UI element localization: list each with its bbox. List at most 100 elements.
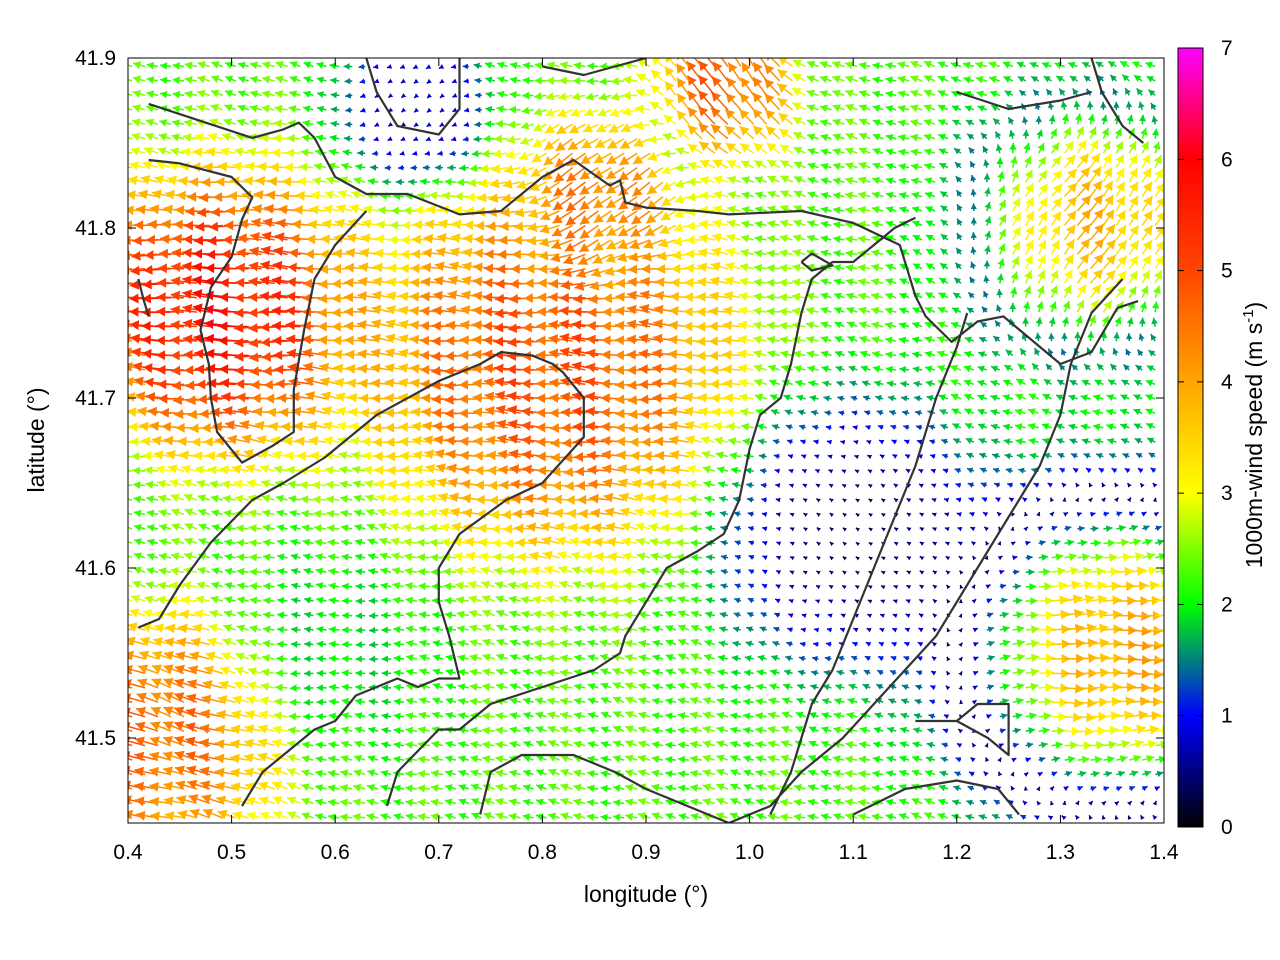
wind-arrow [716, 768, 729, 777]
wind-arrow [535, 754, 547, 762]
wind-arrow [938, 784, 949, 792]
wind-arrow [393, 755, 405, 764]
wind-arrow [301, 783, 314, 792]
wind-arrow [1129, 770, 1139, 777]
wind-arrow [134, 751, 159, 762]
wind-arrow [966, 799, 975, 806]
wind-arrow [715, 797, 729, 806]
wind-arrow [665, 812, 677, 821]
wind-arrow [495, 812, 508, 821]
wind-arrow [743, 755, 754, 763]
wind-arrow [730, 726, 741, 734]
wind-arrow [287, 726, 301, 735]
wind-arrow [1155, 770, 1164, 778]
wind-arrow [380, 784, 392, 792]
wind-arrow [286, 782, 301, 791]
wind-arrow [677, 770, 690, 778]
wind-arrow [1116, 770, 1126, 778]
wind-arrow [495, 783, 508, 792]
wind-arrow [886, 726, 897, 734]
wind-arrow [354, 726, 366, 734]
wind-arrow [743, 741, 754, 749]
wind-arrow [1012, 742, 1019, 749]
wind-arrow [548, 768, 560, 777]
x-tick-label: 0.8 [528, 841, 557, 864]
wind-arrow [417, 755, 431, 764]
wind-arrow [983, 771, 989, 777]
wind-arrow [340, 769, 353, 778]
wind-arrow [354, 740, 366, 748]
wind-arrow [405, 813, 418, 821]
wind-arrow [315, 727, 327, 735]
colorbar-tick-label: 7 [1221, 37, 1233, 60]
wind-arrow [327, 813, 340, 821]
wind-arrow [523, 740, 534, 748]
wind-arrow [469, 740, 482, 749]
wind-arrow [495, 797, 508, 806]
wind-arrow [612, 799, 625, 807]
wind-arrow [755, 798, 767, 806]
wind-arrow [188, 794, 211, 805]
wind-arrow [624, 740, 638, 748]
x-tick-label: 0.4 [113, 841, 143, 864]
wind-arrow [953, 785, 962, 792]
wind-arrow [560, 754, 573, 763]
wind-arrow [215, 724, 236, 735]
wind-arrow [781, 725, 793, 734]
wind-arrow [1062, 800, 1067, 806]
wind-arrow [393, 813, 405, 821]
wind-arrow [923, 812, 936, 820]
wind-arrow [807, 784, 819, 792]
wind-arrow [232, 811, 249, 821]
wind-arrow [1011, 757, 1017, 763]
wind-arrow [522, 798, 534, 807]
wind-arrow [340, 740, 353, 749]
wind-arrow [651, 741, 664, 749]
wind-arrow [244, 724, 262, 734]
wind-arrow [832, 769, 845, 778]
wind-arrow [189, 808, 211, 819]
wind-arrow [729, 798, 742, 806]
wind-arrow [885, 770, 897, 778]
wind-arrow [470, 755, 482, 763]
colorbar-tick-label: 3 [1221, 482, 1233, 505]
wind-arrow [481, 726, 495, 735]
wind-arrow [689, 740, 703, 749]
wind-arrow [1088, 800, 1094, 806]
wind-arrow [1038, 741, 1048, 749]
wind-arrow [767, 740, 780, 749]
wind-arrow [430, 784, 444, 793]
wind-arrow [1127, 800, 1133, 806]
wind-arrow [965, 813, 975, 821]
wind-arrow [587, 726, 599, 734]
wind-arrow [302, 741, 314, 749]
wind-arrow [495, 726, 508, 735]
wind-arrow [985, 757, 990, 762]
wind-arrow [1152, 814, 1158, 820]
wind-arrow [898, 798, 910, 806]
wind-arrow [954, 771, 962, 777]
wind-arrow [469, 726, 482, 735]
wind-arrow [149, 766, 172, 777]
colorbar-tick-label: 5 [1221, 260, 1233, 283]
wind-arrow [832, 784, 845, 792]
wind-arrow [677, 784, 690, 792]
colorbar-title: 1000m-wind speed (m s-1) [1240, 302, 1267, 568]
wind-arrow [1103, 740, 1117, 750]
x-tick-label: 1.3 [1046, 841, 1075, 864]
wind-arrow [1116, 740, 1131, 749]
wind-arrow [952, 799, 962, 806]
wind-arrow [230, 724, 249, 735]
wind-arrow [340, 754, 353, 763]
y-tick-label: 41.6 [75, 557, 116, 580]
wind-arrow [482, 740, 495, 749]
wind-arrow [1116, 786, 1123, 792]
wind-arrow [898, 812, 910, 821]
wind-arrow [991, 813, 1001, 821]
wind-arrow [380, 798, 392, 806]
wind-arrow [381, 741, 392, 749]
wind-arrow [286, 754, 301, 763]
wind-arrow [820, 784, 832, 792]
wind-arrow [702, 798, 716, 806]
